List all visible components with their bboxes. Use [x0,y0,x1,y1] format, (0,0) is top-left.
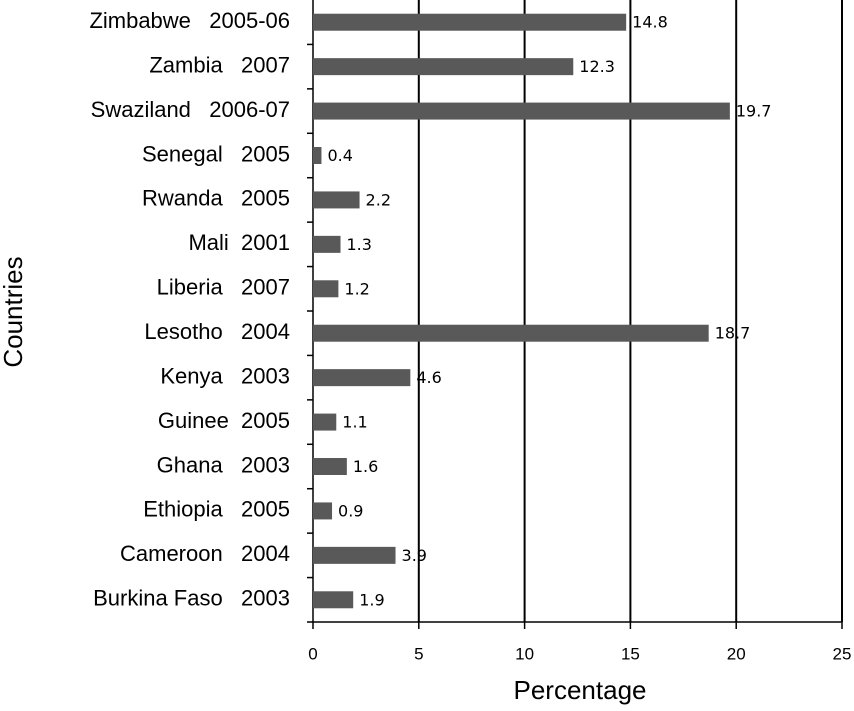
bar [313,324,709,342]
x-tick-label: 15 [621,644,640,663]
x-tick-label: 10 [515,644,534,663]
bar [313,369,411,387]
value-label: 0.4 [327,146,352,165]
x-axis-title: Percentage [514,675,647,705]
bar [313,546,396,564]
bar [313,147,322,164]
y-axis-title: Countries [0,256,28,367]
bar [313,58,574,76]
x-tick-label: 0 [308,644,317,663]
value-label: 1.9 [359,590,384,609]
value-label: 14.8 [632,13,668,32]
value-label: 3.9 [402,546,427,565]
bar [313,13,627,31]
y-tick-label: Mali 2001 [188,230,290,255]
value-label: 2.2 [366,190,391,209]
value-label: 1.1 [342,413,367,432]
y-tick-label: Lesotho 2004 [144,319,290,344]
y-tick-label: Zambia 2007 [149,52,290,77]
value-label: 1.2 [344,279,369,298]
y-tick-label: Swaziland 2006-07 [91,97,290,122]
value-label: 1.6 [353,457,378,476]
bar [313,413,337,431]
x-tick-label: 25 [833,644,852,663]
bar [313,458,347,475]
y-tick-label: Zimbabwe 2005-06 [89,8,290,33]
value-label: 19.7 [736,102,772,121]
value-label: 0.9 [338,501,363,520]
x-tick-label: 5 [414,644,423,663]
bar [313,502,333,520]
bar [313,191,360,209]
bar [313,280,339,298]
x-tick-label: 20 [727,644,746,663]
bar [313,235,341,253]
y-tick-label: Cameroon 2004 [120,541,290,566]
y-tick-label: Liberia 2007 [157,275,290,300]
y-tick-label: Rwanda 2005 [142,186,290,211]
y-tick-label: Ethiopia 2005 [143,497,290,522]
y-tick-label: Kenya 2003 [160,363,290,388]
bar [313,102,730,120]
value-label: 4.6 [416,368,441,387]
value-label: 18.7 [715,324,751,343]
bar [313,591,354,609]
y-tick-label: Senegal 2005 [142,141,290,166]
y-tick-label: Burkina Faso 2003 [93,586,290,611]
value-label: 1.3 [347,235,372,254]
y-tick-label: Guinee 2005 [158,408,290,433]
value-label: 12.3 [579,57,615,76]
y-tick-label: Ghana 2003 [157,452,290,477]
